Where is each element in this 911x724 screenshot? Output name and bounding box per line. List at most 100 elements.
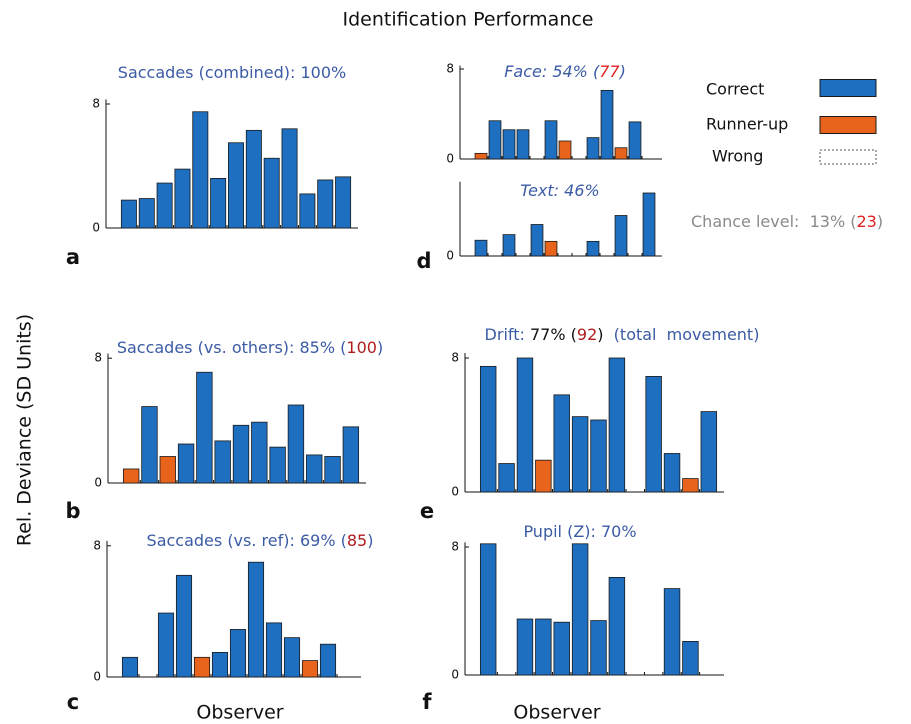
bar <box>700 411 718 493</box>
panel-title: Saccades (vs. ref): 69% (85) <box>147 531 374 550</box>
bar <box>628 121 642 160</box>
bar <box>177 443 195 484</box>
text-segment: Drift: <box>485 325 525 344</box>
bar <box>263 157 280 229</box>
bar <box>287 404 305 484</box>
bar <box>682 478 699 493</box>
bar <box>299 193 316 229</box>
bar <box>571 543 589 676</box>
text-segment: 85 <box>347 531 367 550</box>
y-tick-label: 8 <box>92 97 100 111</box>
bar <box>590 620 607 676</box>
panel-letter: a <box>66 245 80 269</box>
bar <box>553 394 570 493</box>
text-segment: Saccades (vs. others): 85% ( <box>117 338 347 357</box>
text-segment: 100 <box>346 338 377 357</box>
bar <box>571 416 589 493</box>
bar <box>498 463 515 493</box>
panel-title: Text: 46% <box>520 181 599 200</box>
bar <box>474 239 488 257</box>
bar <box>175 574 193 678</box>
text-segment: ) <box>597 325 603 344</box>
bar <box>663 453 681 493</box>
y-tick-label: 0 <box>446 249 454 263</box>
bar <box>682 641 699 676</box>
text-segment: Chance level: 13% ( <box>691 212 856 231</box>
legend-swatch <box>819 149 877 165</box>
panel-letter: e <box>420 499 434 523</box>
bar <box>245 129 262 229</box>
bar <box>196 371 213 484</box>
bar <box>590 419 607 493</box>
panel-title: Saccades (combined): 100% <box>118 63 346 82</box>
chance-level: Chance level: 13% (23) <box>691 212 883 231</box>
bar <box>211 652 229 678</box>
bar <box>281 128 298 229</box>
bar <box>301 660 319 678</box>
y-tick-label: 8 <box>446 62 454 76</box>
figure-title: Identification Performance <box>342 9 593 31</box>
text-segment: Saccades (vs. ref): 69% ( <box>147 531 347 550</box>
x-axis-label: Observer <box>196 702 283 724</box>
bar <box>232 424 250 484</box>
bar <box>157 612 175 678</box>
bar <box>600 89 614 160</box>
text-segment: ) <box>619 62 626 81</box>
bar <box>535 459 552 493</box>
bar <box>319 643 337 678</box>
bar <box>535 618 552 676</box>
bar <box>608 577 626 676</box>
bar <box>120 199 137 229</box>
legend-swatch <box>819 116 877 134</box>
text-segment: 23 <box>856 212 876 231</box>
bar <box>479 365 497 493</box>
panel-title: Saccades (vs. others): 85% (100) <box>117 338 383 357</box>
bar <box>614 215 628 257</box>
bar <box>229 629 247 678</box>
bar <box>122 468 140 484</box>
panel-letter: f <box>422 690 432 714</box>
y-tick-label: 8 <box>451 351 459 365</box>
bar <box>324 456 341 484</box>
text-segment: Text: 46% <box>520 181 599 200</box>
y-tick-label: 8 <box>94 351 102 365</box>
bar <box>138 198 155 229</box>
bar <box>317 179 334 229</box>
bar <box>156 182 173 229</box>
legend-label: Correct <box>706 80 764 99</box>
y-tick-label: 8 <box>93 538 101 552</box>
bar <box>544 240 558 257</box>
y-tick-label: 0 <box>451 668 459 682</box>
bar <box>530 224 544 257</box>
text-segment: 77 <box>599 62 620 81</box>
bar <box>663 588 681 676</box>
panel-letter: c <box>67 690 79 714</box>
x-axis-label: Observer <box>513 702 600 724</box>
y-tick-label: 0 <box>93 670 101 684</box>
bar <box>544 120 558 160</box>
bar <box>502 129 516 160</box>
y-axis-label: Rel. Deviance (SD Units) <box>14 314 36 546</box>
bar <box>269 446 286 484</box>
bar <box>214 440 231 484</box>
bar <box>192 111 209 229</box>
bar <box>474 152 488 160</box>
y-tick-label: 0 <box>451 485 459 499</box>
legend-label: Wrong <box>712 147 763 166</box>
text-segment: (total movement) <box>604 325 760 344</box>
bar <box>210 177 227 229</box>
text-segment: 92 <box>577 325 597 344</box>
bar <box>645 376 662 493</box>
bar <box>342 426 360 484</box>
bar <box>306 454 323 484</box>
bar <box>283 637 301 678</box>
text-segment: ) <box>877 212 883 231</box>
text-segment: ) <box>367 531 373 550</box>
bar <box>502 234 516 257</box>
bar <box>121 656 139 678</box>
bar <box>141 406 158 484</box>
panel-title: Drift: 77% (92) (total movement) <box>485 325 760 344</box>
bar <box>251 421 268 484</box>
text-segment: Saccades (combined): 100% <box>118 63 346 82</box>
